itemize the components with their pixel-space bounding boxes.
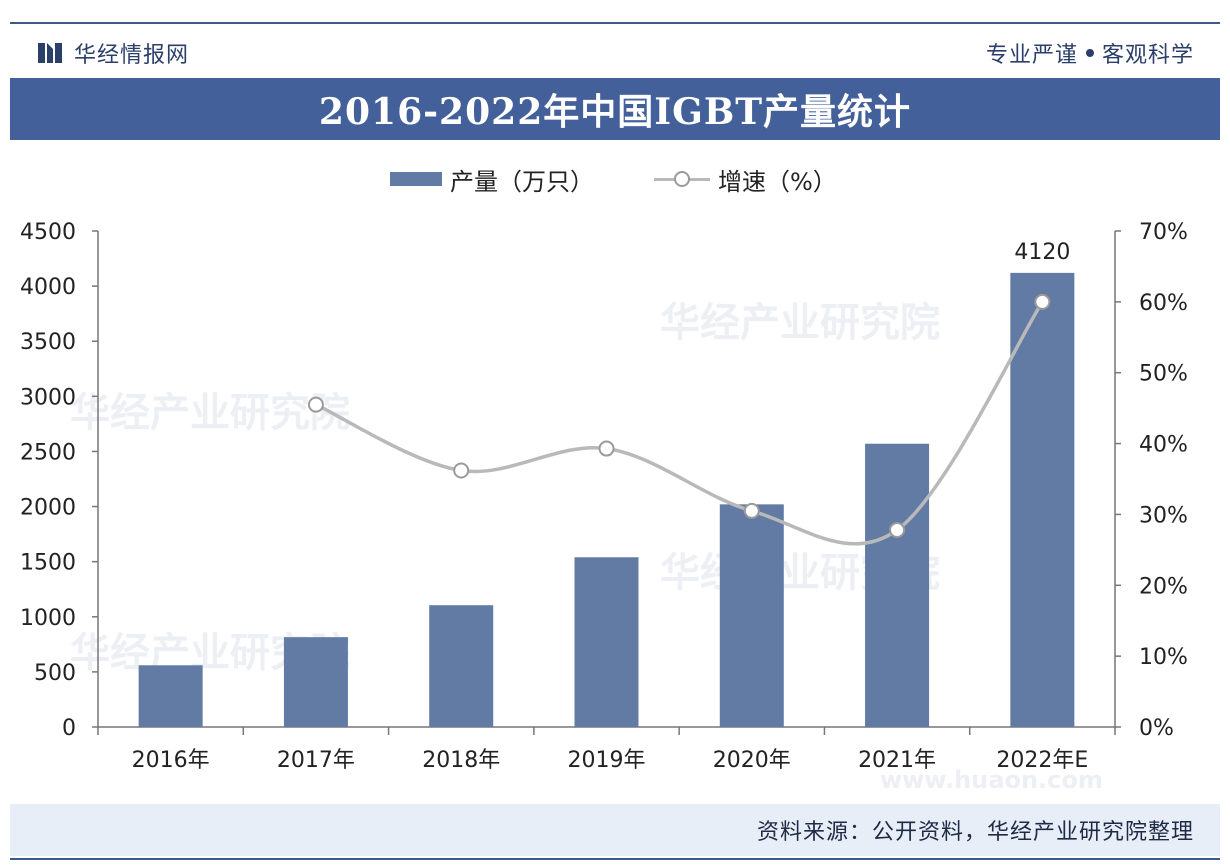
left-tick-label: 3000 bbox=[20, 385, 76, 410]
right-tick-label: 60% bbox=[1139, 291, 1188, 316]
left-tick-label: 3500 bbox=[20, 330, 76, 355]
bar-2019年 bbox=[574, 557, 639, 727]
right-tick-label: 0% bbox=[1139, 716, 1174, 741]
chart-title: 2016-2022年中国IGBT产量统计 bbox=[318, 91, 912, 133]
slogan: 专业严谨 客观科学 bbox=[986, 36, 1194, 70]
brand-name: 华经情报网 bbox=[74, 43, 190, 68]
bar-2020年 bbox=[719, 504, 784, 727]
slogan-dot bbox=[1085, 49, 1094, 57]
left-tick-label: 1500 bbox=[20, 551, 76, 576]
footer-bar bbox=[10, 804, 1220, 856]
x-tick-label: 2019年 bbox=[568, 748, 646, 773]
slogan-left: 专业严谨 bbox=[985, 43, 1078, 68]
bar-2017年 bbox=[283, 637, 348, 727]
right-tick-label: 40% bbox=[1139, 433, 1188, 458]
x-tick-label: 2016年 bbox=[132, 748, 210, 773]
top-rule bbox=[10, 22, 1220, 24]
growth-point-2018年 bbox=[453, 462, 470, 479]
legend-bar-swatch bbox=[390, 172, 442, 186]
x-tick-label: 2017年 bbox=[277, 748, 355, 773]
legend-item-output: 产量（万只） bbox=[390, 162, 594, 197]
source-note: 资料来源：公开资料，华经产业研究院整理 bbox=[756, 820, 1194, 845]
legend-line-swatch bbox=[654, 169, 710, 189]
slogan-right: 客观科学 bbox=[1101, 43, 1194, 68]
legend-bar-label: 产量（万只） bbox=[450, 167, 594, 196]
x-tick-label: 2018年 bbox=[422, 748, 500, 773]
growth-point-2019年 bbox=[598, 440, 615, 457]
data-label: 4120 bbox=[1014, 240, 1070, 265]
x-tick-label: 2020年 bbox=[713, 748, 791, 773]
right-tick-label: 30% bbox=[1139, 503, 1188, 528]
left-tick-label: 4500 bbox=[20, 220, 76, 245]
left-tick-label: 500 bbox=[34, 661, 76, 686]
bar-2022年E bbox=[1010, 272, 1075, 727]
x-tick-label: 2021年 bbox=[858, 748, 936, 773]
left-tick-label: 2000 bbox=[20, 496, 76, 521]
right-tick-label: 20% bbox=[1139, 574, 1188, 599]
left-tick-label: 4000 bbox=[20, 275, 76, 300]
right-tick-label: 70% bbox=[1139, 220, 1188, 245]
growth-point-2017年 bbox=[307, 396, 324, 413]
title-bar: 2016-2022年中国IGBT产量统计 bbox=[10, 78, 1220, 140]
bar-2016年 bbox=[138, 665, 203, 727]
brand: 华经情报网 bbox=[36, 36, 189, 70]
growth-point-2020年 bbox=[743, 502, 760, 519]
bar-2021年 bbox=[865, 443, 930, 727]
bottom-rule bbox=[10, 858, 1220, 860]
left-tick-label: 1000 bbox=[20, 606, 76, 631]
right-tick-label: 10% bbox=[1139, 645, 1188, 670]
legend-item-growth: 增速（%） bbox=[594, 162, 837, 197]
left-tick-label: 2500 bbox=[20, 440, 76, 465]
left-tick-label: 0 bbox=[62, 716, 76, 741]
legend-line-label: 增速（%） bbox=[718, 167, 837, 196]
brand-logo-icon bbox=[38, 43, 62, 63]
x-tick-label: 2022年E bbox=[996, 748, 1088, 773]
growth-line bbox=[315, 300, 1044, 546]
growth-point-2022年E bbox=[1034, 293, 1051, 310]
right-tick-label: 50% bbox=[1139, 362, 1188, 387]
bar-2018年 bbox=[429, 605, 494, 727]
growth-point-2021年 bbox=[889, 522, 906, 539]
legend: 产量（万只） 增速（%） bbox=[390, 160, 837, 198]
